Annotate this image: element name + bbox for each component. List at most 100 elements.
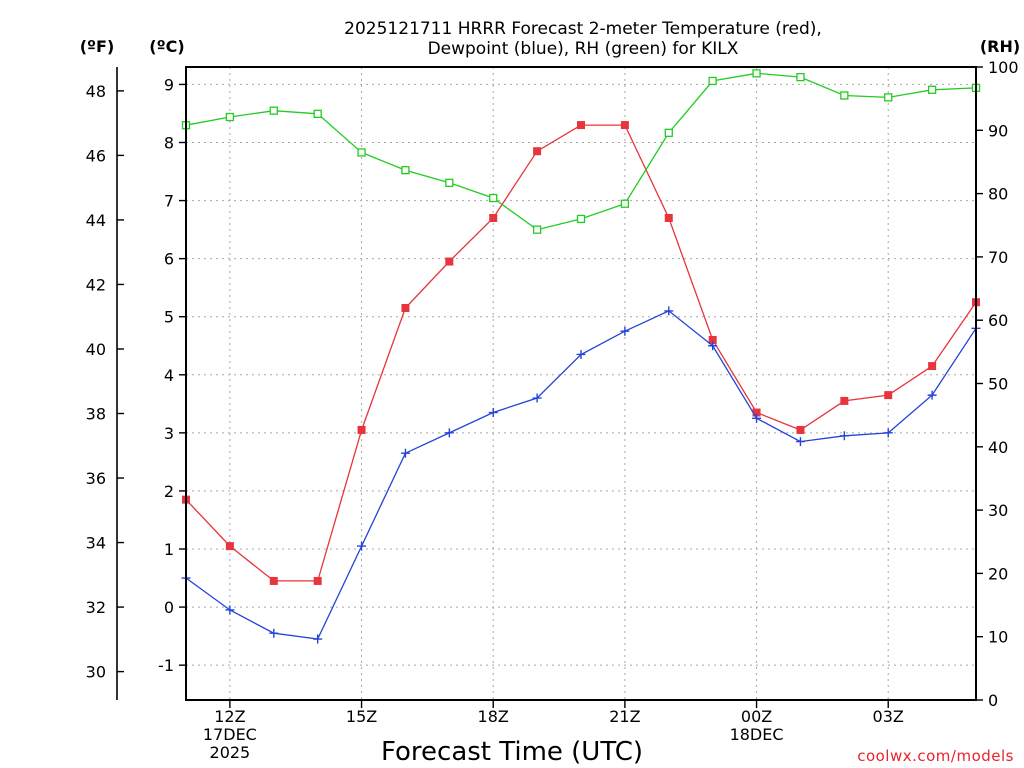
fahrenheit-tick-label: 44 <box>86 211 106 230</box>
rh-tick-label: 20 <box>988 564 1008 583</box>
temperature-point <box>401 304 410 313</box>
celsius-unit-label: (ºC) <box>149 37 184 56</box>
celsius-tick-label: 7 <box>164 192 174 211</box>
series-layer <box>181 69 981 644</box>
rh-tick-label: 40 <box>988 438 1008 457</box>
time-tick-label: 12Z <box>214 707 245 726</box>
rh-point <box>884 93 893 102</box>
temperature-point <box>796 425 805 434</box>
rh-tick-label: 0 <box>988 691 998 710</box>
rh-point <box>752 69 761 78</box>
rh-point <box>401 166 410 175</box>
rh-point <box>840 91 849 100</box>
temperature-point <box>357 425 366 434</box>
rh-point <box>620 199 630 208</box>
time-tick-label: 17DEC <box>203 725 257 744</box>
plot-frame <box>185 66 977 701</box>
rh-tick-label: 10 <box>988 628 1008 647</box>
celsius-tick-label: 1 <box>164 540 174 559</box>
rh-point <box>796 72 805 82</box>
rh-point <box>532 225 542 234</box>
rh-point <box>269 106 278 115</box>
fahrenheit-unit-label: (ºF) <box>80 37 115 56</box>
rh-point <box>576 214 586 224</box>
dewpoint-point <box>488 408 498 418</box>
temperature-point <box>752 408 761 417</box>
temperature-point <box>313 576 322 585</box>
dewpoint-line <box>185 310 977 640</box>
fahrenheit-tick-label: 40 <box>86 340 106 359</box>
rh-point <box>225 112 235 122</box>
time-tick-label: 00Z <box>741 707 772 726</box>
dewpoint-point <box>708 341 718 351</box>
fahrenheit-tick-label: 36 <box>86 469 106 488</box>
grid-lines <box>186 67 976 700</box>
time-tick-label: 15Z <box>346 707 377 726</box>
celsius-tick-label: 2 <box>164 482 174 501</box>
fahrenheit-axis: 30 32 34 36 38 40 42 44 46 48 <box>86 82 124 682</box>
fahrenheit-tick-label: 48 <box>86 82 106 101</box>
fahrenheit-tick-label: 30 <box>86 663 106 682</box>
temperature-point <box>708 335 717 344</box>
dewpoint-point <box>795 437 805 447</box>
rh-point <box>927 85 937 94</box>
time-tick-label: 18DEC <box>730 725 784 744</box>
temperature-point <box>577 121 585 130</box>
dewpoint-point <box>752 413 762 423</box>
dewpoint-point <box>620 326 630 336</box>
chart-title-line-1: 2025121711 HRRR Forecast 2-meter Tempera… <box>344 19 822 39</box>
dewpoint-point <box>357 541 367 551</box>
dewpoint-point <box>400 448 410 458</box>
rh-tick-label: 30 <box>988 501 1008 520</box>
dewpoint-point <box>225 605 235 615</box>
rh-series <box>181 69 981 234</box>
celsius-tick-label: 4 <box>164 366 174 385</box>
rh-tick-label: 100 <box>988 58 1019 77</box>
celsius-axis: -1 0 1 2 3 4 5 6 7 8 9 <box>158 75 186 675</box>
dewpoint-point <box>883 428 893 438</box>
rh-point <box>489 193 498 203</box>
rh-unit-label: (RH) <box>980 37 1020 56</box>
rh-point <box>708 76 717 86</box>
dewpoint-series <box>181 306 981 644</box>
rh-point <box>313 109 322 118</box>
rh-tick-label: 60 <box>988 311 1008 330</box>
celsius-tick-label: 8 <box>164 133 174 152</box>
fahrenheit-tick-label: 34 <box>86 534 106 553</box>
temperature-point <box>533 147 542 156</box>
celsius-tick-label: 3 <box>164 424 174 443</box>
chart-title-line-2: Dewpoint (blue), RH (green) for KILX <box>428 39 739 59</box>
rh-point <box>664 128 673 137</box>
dewpoint-point <box>664 306 674 316</box>
celsius-tick-label: 0 <box>164 598 174 617</box>
dewpoint-point <box>313 634 323 644</box>
dewpoint-point <box>839 431 849 441</box>
fahrenheit-tick-label: 38 <box>86 405 106 424</box>
dewpoint-point <box>269 628 279 638</box>
temperature-point <box>620 121 629 130</box>
temperature-point <box>445 257 454 266</box>
dewpoint-point <box>927 390 937 400</box>
credit-link[interactable]: coolwx.com/models <box>857 747 1014 765</box>
rh-tick-label: 50 <box>988 375 1008 394</box>
time-tick-label: 18Z <box>478 707 509 726</box>
celsius-tick-label: -1 <box>158 656 174 675</box>
x-axis-title: Forecast Time (UTC) <box>381 737 643 767</box>
temperature-point <box>884 391 893 400</box>
rh-tick-label: 80 <box>988 185 1008 204</box>
temperature-point <box>928 362 937 371</box>
celsius-tick-label: 5 <box>164 308 174 327</box>
temperature-point <box>664 213 673 222</box>
dewpoint-point <box>444 428 454 438</box>
fahrenheit-tick-label: 32 <box>86 598 106 617</box>
temperature-point <box>225 542 234 551</box>
temperature-point <box>489 213 498 222</box>
dewpoint-point <box>576 349 586 359</box>
rh-tick-label: 70 <box>988 248 1008 267</box>
time-tick-label: 21Z <box>609 707 640 726</box>
time-tick-label: 2025 <box>210 743 251 762</box>
rh-point <box>445 178 454 187</box>
rh-line <box>185 72 977 231</box>
